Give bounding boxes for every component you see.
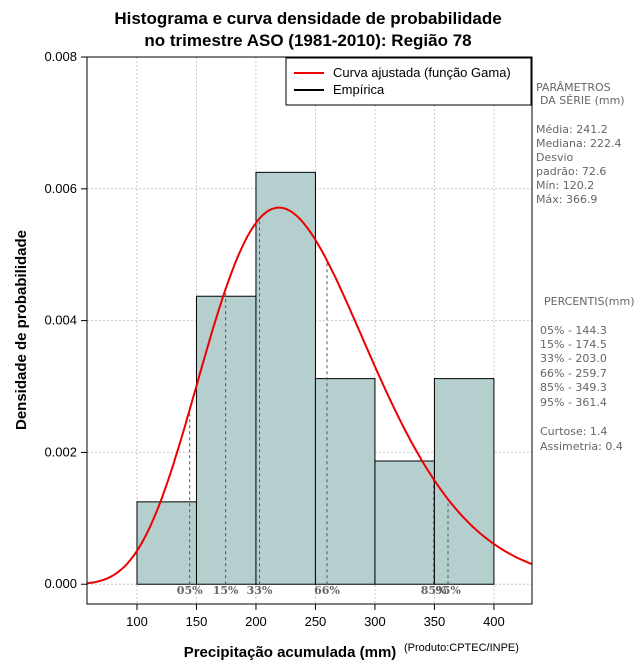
percentil-33: 33% - 203.0: [540, 352, 607, 365]
legend: Curva ajustada (função Gama) Empírica: [285, 57, 532, 106]
percentile-label: 95%: [435, 584, 461, 597]
stat-kurtosis: Curtose: 1.4: [540, 425, 607, 438]
legend-box: [285, 57, 532, 106]
percentis-title: PERCENTIS(mm): [544, 295, 635, 308]
chart-title-line-1: Histograma e curva densidade de probabil…: [114, 9, 501, 28]
chart-title-line-2: no trimestre ASO (1981-2010): Região 78: [144, 31, 471, 50]
legend-label-empirical: Empírica: [333, 82, 385, 97]
percentile-label: 15%: [213, 584, 239, 597]
percentile-label: 33%: [247, 584, 273, 597]
stat-skewness: Assimetria: 0.4: [540, 440, 623, 453]
side-panel: PARÂMETROS DA SÉRIE (mm) Média: 241.2 Me…: [536, 81, 635, 453]
params-title-line-2: DA SÉRIE (mm): [540, 94, 625, 107]
x-tick-label: 250: [305, 614, 327, 629]
plot-frame: [86, 56, 533, 605]
legend-label-curve: Curva ajustada (função Gama): [333, 65, 511, 80]
histogram-bars: [136, 171, 495, 585]
params-title-line-1: PARÂMETROS: [536, 81, 611, 94]
percentile-label: 85%: [421, 584, 447, 597]
x-tick-label: 350: [424, 614, 446, 629]
param-sd-line-2: padrão: 72.6: [536, 165, 606, 178]
x-tick-label: 300: [364, 614, 386, 629]
x-tick-label: 400: [483, 614, 505, 629]
histogram-bar: [374, 460, 435, 585]
percentil-05: 05% - 144.3: [540, 324, 607, 337]
y-tick-label: 0.002: [44, 444, 77, 459]
histogram-bar: [255, 171, 316, 585]
percentil-15: 15% - 174.5: [540, 338, 607, 351]
histogram-bar: [136, 501, 197, 585]
percentil-85: 85% - 349.3: [540, 381, 607, 394]
percentil-95: 95% - 361.4: [540, 396, 607, 409]
histogram-bar: [433, 378, 495, 585]
param-mean: Média: 241.2: [536, 123, 608, 136]
x-tick-label: 200: [245, 614, 267, 629]
y-tick-label: 0.006: [44, 181, 77, 196]
y-tick-label: 0.008: [44, 49, 77, 64]
param-sd-line-1: Desvio: [536, 151, 574, 164]
param-median: Mediana: 222.4: [536, 137, 621, 150]
x-tick-label: 100: [126, 614, 148, 629]
param-max: Máx: 366.9: [536, 193, 597, 206]
y-tick-label: 0.004: [44, 313, 77, 328]
percentile-label: 05%: [177, 584, 203, 597]
x-axis-label: Precipitação acumulada (mm): [184, 644, 397, 660]
percentil-66: 66% - 259.7: [540, 367, 607, 380]
x-tick-label: 150: [186, 614, 208, 629]
histogram-bar: [314, 378, 376, 585]
gamma-curve-line: [86, 206, 533, 585]
y-tick-label: 0.000: [44, 576, 77, 591]
percentile-label: 66%: [314, 584, 340, 597]
axis-ticks: 100 150 200 250 300 350 400 0.000 0.002 0.004 0.00…: [44, 49, 504, 629]
percentile-lines: 05% 15% 33% 66% 85%95%: [177, 218, 461, 597]
credit-label: (Produto:CPTEC/INPE): [404, 642, 519, 654]
histogram-bar: [195, 295, 257, 585]
density-curve: [86, 206, 533, 585]
y-axis-label: Densidade de probabilidade: [13, 230, 30, 430]
param-min: Mín: 120.2: [536, 179, 594, 192]
